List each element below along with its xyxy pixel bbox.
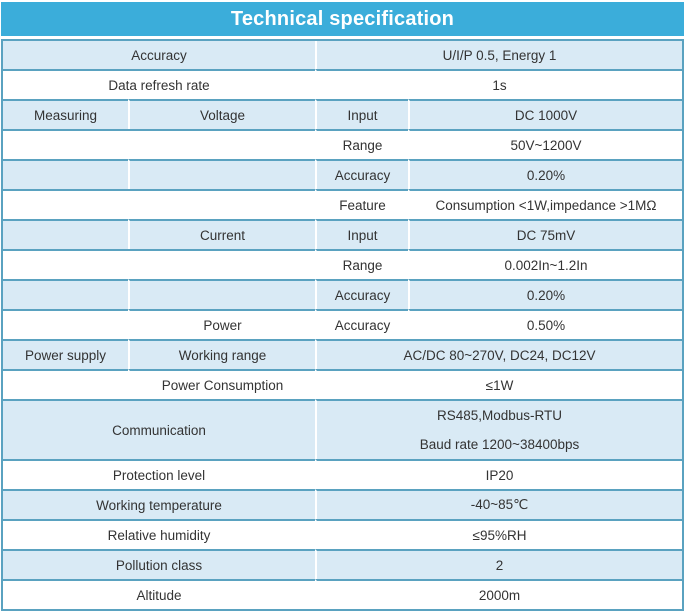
spec-value-line: RS485,Modbus-RTU [436, 408, 563, 423]
spec-value: 0.002In~1.2In [408, 249, 682, 279]
spec-value: DC 1000V [408, 99, 682, 129]
spec-value: IP20 [315, 459, 682, 489]
spec-empty [3, 129, 315, 159]
page-title: Technical specification [230, 7, 455, 30]
spec-value: ≤1W [315, 369, 682, 399]
spec-row-current-range: Range 0.002In~1.2In [3, 249, 682, 279]
spec-row-voltage-accuracy: Accuracy 0.20% [3, 159, 682, 189]
spec-label: Accuracy [315, 309, 408, 339]
spec-empty [128, 279, 315, 309]
spec-category: Measuring [3, 99, 128, 129]
spec-value: 0.20% [408, 159, 682, 189]
spec-empty [3, 189, 315, 219]
spec-label: Protection level [3, 459, 315, 489]
spec-value: 50V~1200V [408, 129, 682, 159]
spec-empty [3, 159, 128, 189]
spec-value: ≤95%RH [315, 519, 682, 549]
spec-label: Power Consumption [128, 369, 315, 399]
spec-table-frame: Accuracy U/I/P 0.5, Energy 1 Data refres… [1, 39, 684, 611]
spec-empty [128, 159, 315, 189]
spec-value: Consumption <1W,impedance >1MΩ [408, 189, 682, 219]
spec-row-voltage-feature: Feature Consumption <1W,impedance >1MΩ [3, 189, 682, 219]
spec-label: Input [315, 219, 408, 249]
spec-row-working-temperature: Working temperature -40~85℃ [3, 489, 682, 519]
spec-label: Range [315, 129, 408, 159]
spec-value-line: Baud rate 1200~38400bps [419, 437, 580, 452]
spec-table: Accuracy U/I/P 0.5, Energy 1 Data refres… [3, 41, 682, 609]
spec-label: Pollution class [3, 549, 315, 579]
spec-row-relative-humidity: Relative humidity ≤95%RH [3, 519, 682, 549]
spec-row-current-input: Current Input DC 75mV [3, 219, 682, 249]
spec-value: DC 75mV [408, 219, 682, 249]
spec-value: 1s [315, 69, 682, 99]
spec-value: RS485,Modbus-RTU Baud rate 1200~38400bps [315, 399, 682, 459]
table-title-bar: Technical specification [1, 2, 684, 36]
spec-empty [3, 249, 315, 279]
spec-row-data-refresh-rate: Data refresh rate 1s [3, 69, 682, 99]
spec-row-pollution-class: Pollution class 2 [3, 549, 682, 579]
spec-label: Range [315, 249, 408, 279]
spec-subcategory: Power [128, 309, 315, 339]
spec-label: Altitude [3, 579, 315, 609]
spec-value: AC/DC 80~270V, DC24, DC12V [315, 339, 682, 369]
spec-value: 2000m [315, 579, 682, 609]
spec-row-measuring-voltage-input: Measuring Voltage Input DC 1000V [3, 99, 682, 129]
spec-value: U/I/P 0.5, Energy 1 [315, 41, 682, 69]
spec-empty [3, 369, 128, 399]
spec-empty [3, 279, 128, 309]
spec-label: Working temperature [3, 489, 315, 519]
spec-row-altitude: Altitude 2000m [3, 579, 682, 609]
spec-value: 0.50% [408, 309, 682, 339]
spec-label: Accuracy [315, 279, 408, 309]
spec-subcategory: Current [128, 219, 315, 249]
spec-label: Relative humidity [3, 519, 315, 549]
spec-label: Communication [3, 399, 315, 459]
spec-row-power-consumption: Power Consumption ≤1W [3, 369, 682, 399]
spec-row-protection-level: Protection level IP20 [3, 459, 682, 489]
spec-label: Working range [128, 339, 315, 369]
spec-label: Feature [315, 189, 408, 219]
spec-row-power-supply: Power supply Working range AC/DC 80~270V… [3, 339, 682, 369]
spec-label: Data refresh rate [3, 69, 315, 99]
spec-subcategory: Voltage [128, 99, 315, 129]
spec-row-voltage-range: Range 50V~1200V [3, 129, 682, 159]
spec-row-accuracy: Accuracy U/I/P 0.5, Energy 1 [3, 41, 682, 69]
spec-label: Input [315, 99, 408, 129]
spec-category: Power supply [3, 339, 128, 369]
spec-row-communication: Communication RS485,Modbus-RTU Baud rate… [3, 399, 682, 459]
spec-value: 0.20% [408, 279, 682, 309]
spec-empty [3, 309, 128, 339]
spec-value: -40~85℃ [315, 489, 682, 519]
spec-label: Accuracy [3, 41, 315, 69]
spec-label: Accuracy [315, 159, 408, 189]
spec-empty [3, 219, 128, 249]
spec-value: 2 [315, 549, 682, 579]
spec-row-power-accuracy: Power Accuracy 0.50% [3, 309, 682, 339]
spec-row-current-accuracy: Accuracy 0.20% [3, 279, 682, 309]
